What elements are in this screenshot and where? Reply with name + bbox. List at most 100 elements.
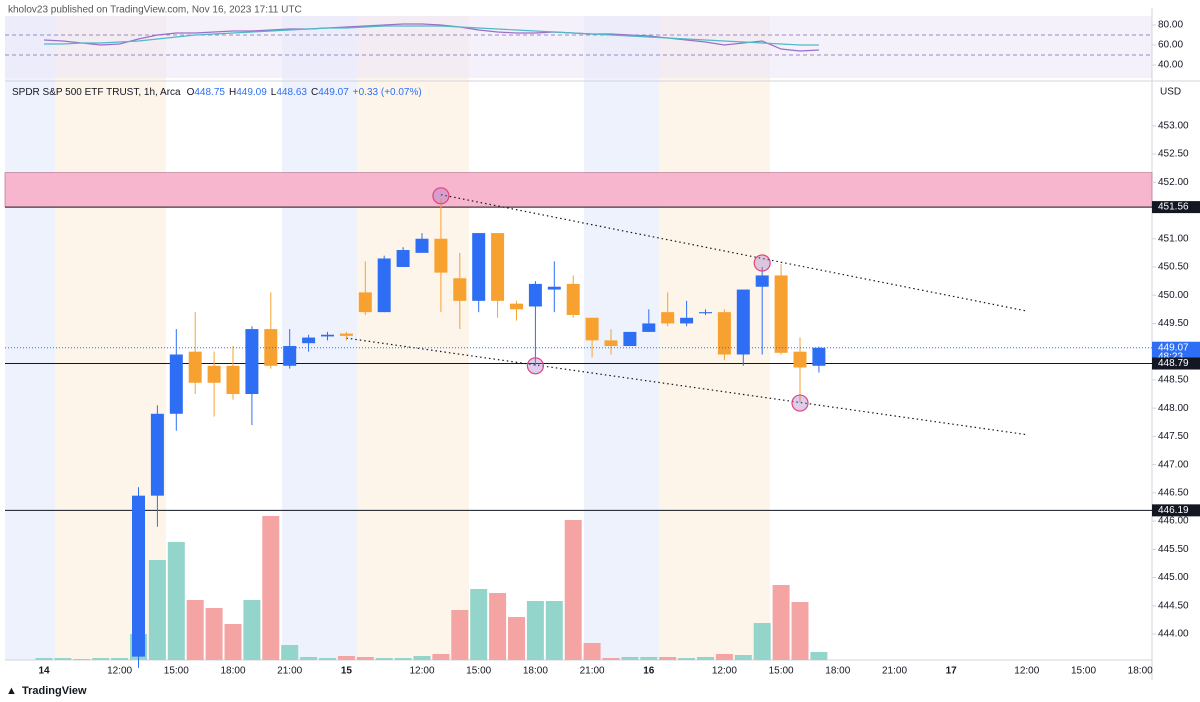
volume-bar — [54, 658, 72, 660]
x-tick-label: 18:00 — [1128, 666, 1153, 677]
candle-body — [169, 354, 183, 414]
volume-bar — [697, 657, 714, 660]
volume-bar — [791, 602, 809, 660]
x-tick-label: 12:00 — [107, 666, 132, 677]
volume-bar — [772, 585, 790, 660]
trendline — [346, 337, 1027, 436]
x-tick-label: 18:00 — [220, 666, 245, 677]
legend-value: 448.63 — [276, 87, 307, 98]
candle-body — [699, 312, 712, 314]
y-tick-label: 445.00 — [1158, 572, 1189, 583]
volume-bar — [111, 658, 129, 660]
volume-bar — [451, 610, 469, 660]
y-tick-label: 453.00 — [1158, 120, 1189, 131]
price-line-box — [1152, 201, 1200, 214]
session-band — [282, 16, 357, 660]
current-price-box — [1152, 341, 1200, 362]
y-tick-label: 447.00 — [1158, 459, 1189, 470]
session-band — [659, 16, 770, 660]
candle-body — [226, 365, 240, 395]
currency: USD — [1160, 87, 1181, 98]
logo-mark: ▲ — [6, 685, 17, 697]
candle-body — [528, 283, 542, 307]
volume-bar — [337, 656, 355, 660]
candle-body — [642, 323, 656, 332]
swing-marker — [526, 357, 545, 375]
y-tick-label: 40.00 — [1158, 60, 1183, 71]
x-tick-label: 18:00 — [523, 666, 548, 677]
volume-bar — [224, 624, 242, 660]
candle-body — [717, 312, 731, 355]
candle-body — [680, 317, 694, 324]
candle-body — [472, 233, 486, 301]
volume-bar — [734, 655, 752, 660]
legend-key: C — [311, 87, 318, 98]
swing-marker — [753, 254, 771, 272]
candle-body — [207, 365, 221, 383]
x-tick-label: 21:00 — [882, 666, 907, 677]
y-tick-label: 444.50 — [1158, 600, 1189, 611]
volume-bar — [394, 658, 412, 660]
candle-body — [339, 333, 353, 336]
candle-body — [774, 275, 788, 353]
candle-body — [302, 337, 316, 344]
volume-bar — [545, 601, 563, 660]
volume-bar — [621, 657, 639, 660]
footer-logo: TradingView — [22, 685, 87, 697]
y-tick-label: 80.00 — [1158, 20, 1183, 31]
price-line-label: 448.79 — [1158, 358, 1189, 369]
volume-bar — [715, 654, 733, 660]
indicator-line — [43, 23, 819, 52]
candle-body — [736, 289, 750, 355]
candle-body — [321, 334, 334, 337]
x-tick-label: 12:00 — [409, 666, 434, 677]
y-tick-label: 452.50 — [1158, 149, 1189, 160]
x-tick-label: 21:00 — [580, 666, 605, 677]
price-pane: 444.00 444.50 445.00 445.50 446.00 446.50 447.… — [4, 120, 1200, 677]
current-price-label: 449.07 — [1158, 342, 1189, 353]
candle-body — [377, 258, 391, 313]
trendline — [440, 194, 1027, 312]
volume-bar — [508, 617, 525, 660]
candle-body — [358, 292, 372, 313]
candle-body — [491, 233, 505, 301]
legend-key: L — [271, 87, 277, 98]
swing-marker — [791, 394, 809, 412]
y-tick-label: 450.50 — [1158, 262, 1189, 273]
volume-bar — [564, 520, 582, 660]
x-tick-label: 12:00 — [712, 666, 737, 677]
candle-body — [396, 250, 410, 267]
volume-bar — [375, 658, 393, 660]
indicator-line — [44, 25, 819, 46]
session-band — [5, 16, 55, 660]
legend-value: 449.07 — [318, 87, 349, 98]
x-tick-label: 15:00 — [769, 666, 794, 677]
candle-body — [793, 351, 807, 368]
candle-body — [415, 238, 429, 253]
x-tick-label: 21:00 — [277, 666, 302, 677]
y-tick-label: 448.00 — [1158, 403, 1189, 414]
sessions — [5, 16, 770, 660]
x-tick-label: 15:00 — [466, 666, 491, 677]
x-tick-label: 17 — [946, 666, 958, 677]
x-tick-label: 16 — [643, 666, 655, 677]
legend-key: H — [229, 87, 236, 98]
price-line-label: 451.56 — [1158, 202, 1189, 213]
volume-bar — [810, 652, 828, 660]
volume-bar — [167, 542, 185, 660]
candle-body — [188, 351, 202, 383]
y-tick-label: 445.50 — [1158, 544, 1189, 555]
volume-bar — [678, 658, 696, 660]
candle-body — [453, 278, 467, 301]
volume-bar — [413, 656, 431, 660]
price-line-box — [1152, 357, 1200, 370]
candle-body — [150, 413, 164, 496]
x-tick-label: 12:00 — [1014, 666, 1039, 677]
y-tick-label: 450.00 — [1158, 290, 1189, 301]
session-band — [55, 16, 166, 660]
price-line-box — [1152, 504, 1200, 517]
y-tick-label: 452.00 — [1158, 177, 1189, 188]
candle-body — [812, 347, 826, 366]
volume-bar — [300, 657, 318, 660]
candle-body — [510, 303, 523, 310]
